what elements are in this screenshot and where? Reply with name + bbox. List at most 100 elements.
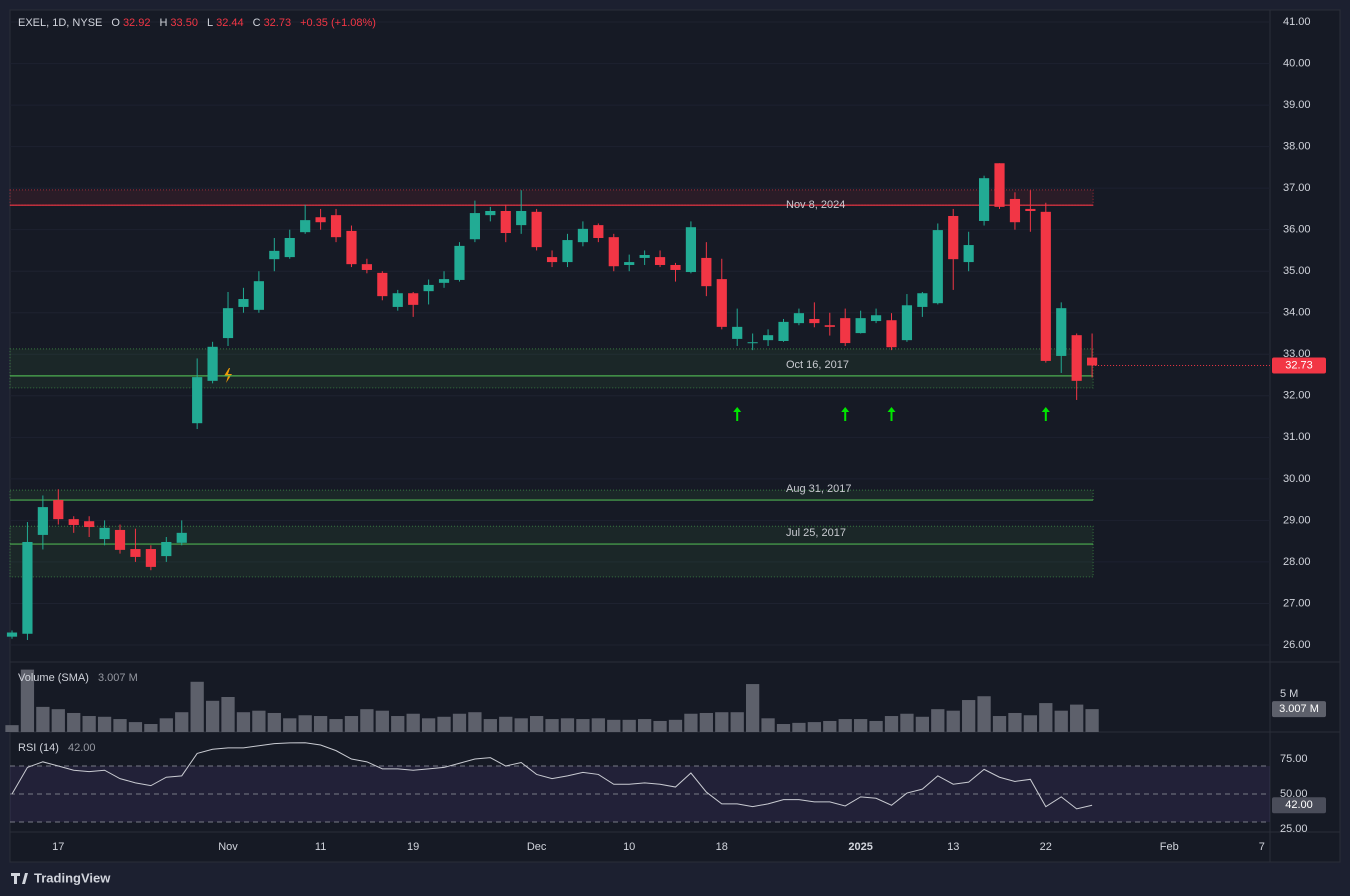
y-tick-label: 37.00 [1283, 182, 1311, 194]
candle-body [840, 318, 851, 344]
volume-bar [406, 713, 420, 732]
signal-arrow [841, 407, 850, 421]
volume-bar [962, 700, 976, 732]
field-key: O [111, 17, 120, 29]
volume-bar [1070, 704, 1084, 732]
volume-bar [144, 724, 158, 732]
volume-bar [792, 722, 806, 732]
volume-bar [499, 716, 513, 732]
candle-body [546, 257, 558, 263]
y-tick-label: 28.00 [1283, 556, 1311, 568]
field-key: C [252, 17, 261, 29]
pane-value: 42.00 [68, 742, 96, 754]
volume-bar [730, 712, 744, 732]
change: +0.35 (+1.08%) [300, 17, 376, 29]
field-value: 32.92 [122, 17, 151, 29]
candle-body [222, 308, 234, 339]
pane-value: 3.007 M [98, 672, 138, 684]
candle-body [500, 210, 511, 234]
volume-bar [97, 716, 112, 732]
candle-body [562, 240, 573, 263]
volume-bar [915, 716, 930, 732]
header: EXEL, 1D, NYSE O 32.92 H 33.50 L 32.44 C 32.73 +0… [18, 17, 382, 29]
y-tick-label: 40.00 [1283, 57, 1311, 69]
candle-body [732, 326, 743, 339]
signal-arrow [733, 407, 742, 421]
zone-band [9, 348, 1094, 389]
volume-bar [298, 715, 312, 732]
volume-bar [113, 719, 127, 732]
volume-bar [190, 681, 204, 732]
last-price-label-bg [1272, 357, 1326, 374]
volume-bar [637, 719, 652, 732]
candle-body [253, 281, 264, 310]
volume-bar [884, 716, 899, 732]
brand-name[interactable]: TradingView [34, 870, 111, 885]
y-tick-label: 36.00 [1283, 224, 1311, 236]
candle-body [284, 237, 295, 258]
candle-body [1040, 211, 1051, 361]
candle-body [238, 299, 249, 307]
pane-title: Volume (SMA) [18, 672, 89, 684]
volume-bar [391, 716, 405, 732]
volume-bar [175, 712, 189, 732]
x-tick-label: 17 [52, 841, 64, 853]
candle-body [1056, 308, 1067, 356]
candle-body [423, 284, 434, 292]
x-tick-label: 19 [407, 841, 419, 853]
volume-bar [313, 716, 328, 732]
candle-body [994, 163, 1005, 207]
y-tick-label: 27.00 [1283, 597, 1311, 609]
volume-bar [776, 724, 791, 732]
candle-body [901, 305, 913, 341]
volume-bar [236, 712, 251, 732]
volume-bar [221, 697, 235, 732]
field-value: 32.44 [216, 17, 244, 29]
volume-bar [20, 669, 35, 732]
volume-bar [699, 712, 713, 732]
volume-bar [1039, 703, 1053, 732]
candle-body [963, 245, 974, 263]
candle-body [1025, 208, 1036, 211]
volume-bar [437, 716, 451, 732]
volume-bar [854, 719, 868, 732]
volume-label: 3.007 M [1279, 703, 1319, 715]
candle-body [469, 213, 480, 240]
y-tick-label: 75.00 [1280, 753, 1308, 765]
candle-body [948, 215, 959, 260]
volume-bar [283, 718, 297, 732]
volume-bar [869, 720, 883, 732]
volume-bar [452, 713, 467, 732]
y-tick-label: 25.00 [1280, 823, 1308, 835]
volume-bar [205, 700, 220, 732]
volume-bar [1054, 710, 1068, 732]
volume-bar [267, 712, 281, 732]
volume-bar [128, 722, 143, 732]
candle-body [408, 293, 419, 305]
y-tick-label: 39.00 [1283, 99, 1311, 111]
candle-body [531, 211, 542, 248]
candle-body [330, 215, 342, 238]
rsi-label-bg [1272, 797, 1326, 814]
chart-frame [9, 9, 1341, 863]
candle-body [392, 293, 403, 307]
candle-body [68, 519, 79, 525]
brand-logo[interactable]: TradingView [11, 870, 111, 885]
volume-bar [900, 713, 914, 732]
y-tick-label: 41.00 [1283, 16, 1311, 28]
candle-body [454, 245, 465, 280]
candle-body [84, 521, 95, 528]
candle-body [778, 321, 789, 341]
candle-body [99, 527, 110, 540]
zone-band [9, 525, 1094, 578]
volume-bar [1085, 709, 1099, 732]
symbol: EXEL, 1D, NYSE [18, 17, 103, 29]
y-tick-label: 38.00 [1283, 141, 1311, 153]
candle-body [346, 230, 357, 265]
candle-body [670, 264, 681, 270]
candle-body [192, 377, 203, 424]
y-tick-label: 30.00 [1283, 473, 1311, 485]
candle-body [685, 227, 697, 273]
candle-body [870, 315, 882, 322]
volume-bar [746, 684, 760, 732]
